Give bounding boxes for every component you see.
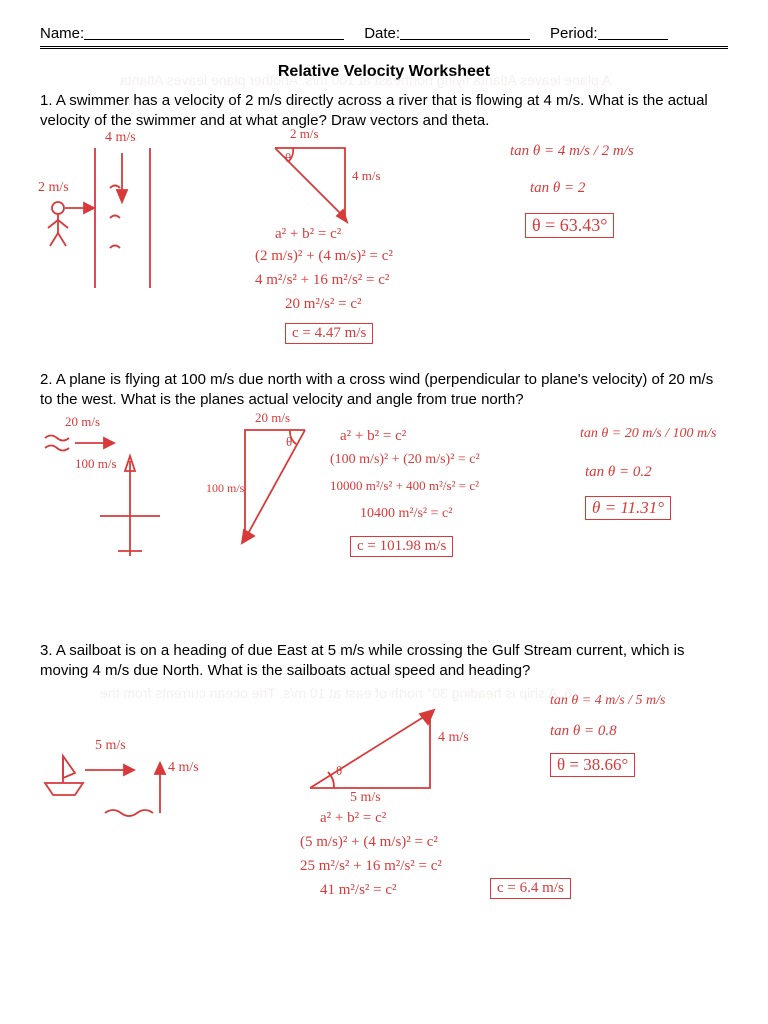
p2-label-plane: 100 m/s	[75, 456, 117, 472]
problem-1-work: 4 m/s 2 m/s 2 m/s 4 m/s θ a² + b² = c² (…	[40, 138, 728, 370]
name-blank[interactable]	[84, 25, 344, 40]
p1-ans-theta: θ = 63.43°	[525, 213, 614, 238]
p1-label-swimmer: 2 m/s	[38, 180, 69, 196]
p1-calc2: (2 m/s)² + (4 m/s)² = c²	[255, 248, 393, 265]
p2-calc4: 10400 m²/s² = c²	[360, 506, 452, 522]
problem-1-text: 1. A swimmer has a velocity of 2 m/s dir…	[40, 91, 728, 132]
p3-calc3: 25 m²/s² + 16 m²/s² = c²	[300, 858, 442, 875]
problem-2-work: 20 m/s 100 m/s 20 m/s 100 m/s θ a² + b² …	[40, 416, 728, 641]
problem-3-work: 5 m/s 4 m/s 5 m/s 4 m/s θ a² + b² = c² (…	[40, 688, 728, 908]
p2-triangle	[230, 424, 330, 554]
p1-calc1: a² + b² = c²	[275, 226, 341, 243]
p2-tan2: tan θ = 0.2	[585, 464, 652, 481]
p2-calc2: (100 m/s)² + (20 m/s)² = c²	[330, 452, 480, 468]
p2-tri-top: 20 m/s	[255, 410, 290, 426]
p3-calc4: 41 m²/s² = c²	[320, 882, 397, 899]
problem-2-text: 2. A plane is flying at 100 m/s due nort…	[40, 370, 728, 411]
p1-ans-c: c = 4.47 m/s	[285, 323, 373, 344]
header-row: Name: Date: Period:	[40, 25, 728, 42]
rule-1	[40, 46, 728, 47]
p2-theta: θ	[286, 434, 292, 450]
p3-ans-theta: θ = 38.66°	[550, 753, 635, 777]
p1-tan2: tan θ = 2	[530, 180, 585, 197]
p2-label-wind: 20 m/s	[65, 414, 100, 430]
p1-tri-top: 2 m/s	[290, 126, 319, 142]
p1-label-river: 4 m/s	[105, 130, 136, 146]
period-blank[interactable]	[598, 25, 668, 40]
p1-triangle	[265, 138, 375, 233]
p2-calc1: a² + b² = c²	[340, 428, 406, 445]
rule-2	[40, 48, 728, 49]
p2-ans-c: c = 101.98 m/s	[350, 536, 453, 557]
p2-sketch-plane	[40, 426, 190, 576]
problem-3-text: 3. A sailboat is on a heading of due Eas…	[40, 641, 728, 682]
p3-tan1: tan θ = 4 m/s / 5 m/s	[550, 693, 666, 709]
p3-tri-base: 5 m/s	[350, 790, 381, 806]
name-label: Name:	[40, 25, 84, 42]
p1-calc3: 4 m²/s² + 16 m²/s² = c²	[255, 272, 389, 289]
p3-ans-c: c = 6.4 m/s	[490, 878, 571, 899]
p3-calc1: a² + b² = c²	[320, 810, 386, 827]
bleed-text: A plane leaves Atlanta flying northeast …	[120, 72, 611, 88]
p2-ans-theta: θ = 11.31°	[585, 496, 671, 520]
p1-tan1: tan θ = 4 m/s / 2 m/s	[510, 143, 634, 160]
p3-tri-side: 4 m/s	[438, 730, 469, 746]
p1-tri-side: 4 m/s	[352, 168, 381, 184]
p3-calc2: (5 m/s)² + (4 m/s)² = c²	[300, 834, 438, 851]
date-label: Date:	[364, 25, 400, 42]
p1-calc4: 20 m²/s² = c²	[285, 296, 362, 313]
date-blank[interactable]	[400, 25, 530, 40]
p1-sketch-river	[40, 138, 180, 298]
worksheet-page: Name: Date: Period: Relative Velocity Wo…	[0, 0, 768, 1024]
p2-tri-side: 100 m/s	[206, 481, 244, 496]
period-label: Period:	[550, 25, 598, 42]
p3-label-current: 4 m/s	[168, 760, 199, 776]
p3-label-boat: 5 m/s	[95, 738, 126, 754]
p2-tan1: tan θ = 20 m/s / 100 m/s	[580, 426, 717, 442]
p1-theta: θ	[285, 150, 291, 166]
p2-calc3: 10000 m²/s² + 400 m²/s² = c²	[330, 478, 479, 494]
p3-theta: θ	[336, 763, 342, 779]
p3-tan2: tan θ = 0.8	[550, 723, 617, 740]
